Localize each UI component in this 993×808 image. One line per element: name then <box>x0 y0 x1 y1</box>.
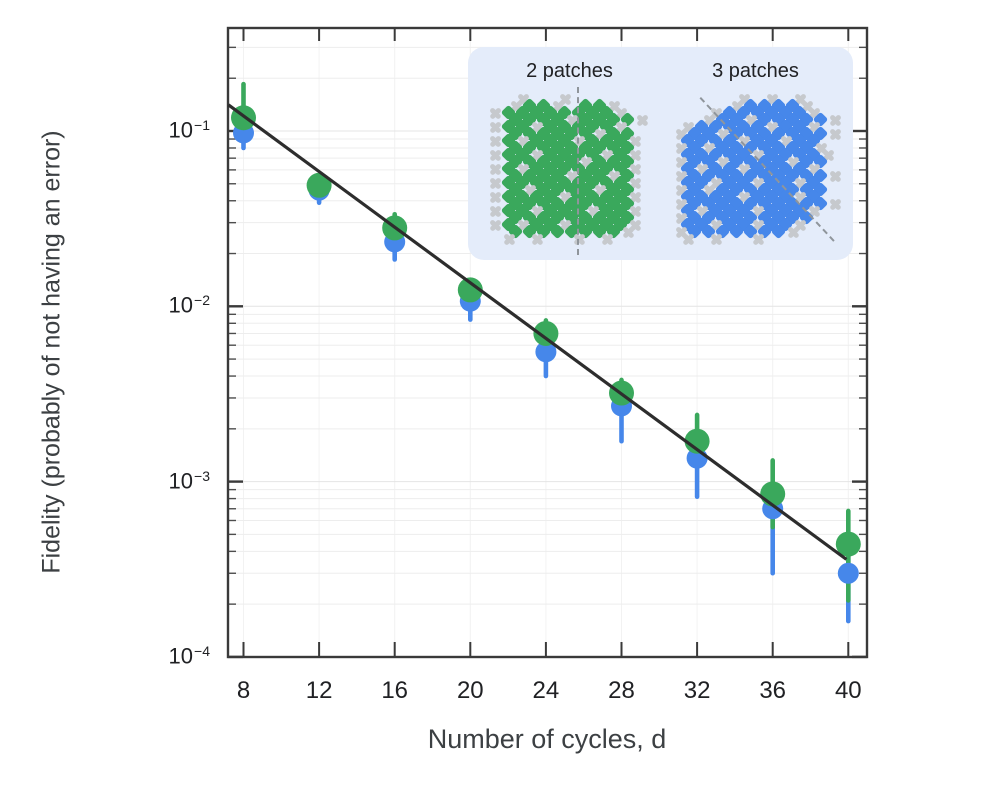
patch-divider-vertical-dashed <box>577 87 579 255</box>
ancilla-cross-icon <box>489 205 502 218</box>
ancilla-cross-icon <box>829 170 842 183</box>
ancilla-cross-icon <box>489 191 502 204</box>
ancilla-cross-icon <box>829 198 842 211</box>
ancilla-cross-icon <box>787 226 800 239</box>
data-point-2-patches <box>684 428 710 454</box>
data-point-2-patches <box>457 277 483 303</box>
inset-2patches-label: 2 patches <box>526 60 613 82</box>
data-point-2-patches <box>760 481 786 507</box>
ancilla-cross-icon <box>489 107 502 120</box>
fit-line <box>227 103 848 561</box>
ancilla-cross-icon <box>489 177 502 190</box>
ancilla-cross-icon <box>531 233 544 246</box>
ancilla-cross-icon <box>489 149 502 162</box>
legend-inset: 2 patches 3 patches <box>468 47 853 260</box>
data-point-3-patches <box>837 562 859 584</box>
ancilla-cross-icon <box>829 114 842 127</box>
ancilla-cross-icon <box>489 219 502 232</box>
ancilla-cross-icon <box>829 128 842 141</box>
ancilla-cross-icon <box>636 114 649 127</box>
ancilla-cross-icon <box>752 233 765 246</box>
ancilla-cross-icon <box>489 135 502 148</box>
ancilla-cross-icon <box>622 226 635 239</box>
ancilla-cross-icon <box>573 233 586 246</box>
patch-diagram-2patches <box>489 93 650 247</box>
ancilla-cross-icon <box>710 233 723 246</box>
ancilla-cross-icon <box>489 163 502 176</box>
ancilla-cross-icon <box>489 121 502 134</box>
x-axis-title: Number of cycles, d <box>427 724 667 754</box>
inset-3patches-label: 3 patches <box>712 60 799 82</box>
y-axis-title: Fidelity (probably of not having an erro… <box>37 130 66 574</box>
ancilla-cross-icon <box>601 233 614 246</box>
data-point-2-patches <box>306 172 332 198</box>
data-point-3-patches <box>535 341 557 363</box>
data-point-2-patches <box>835 531 861 557</box>
ancilla-cross-icon <box>682 233 695 246</box>
ancilla-cross-icon <box>503 233 516 246</box>
data-point-2-patches <box>533 320 559 346</box>
plot-border <box>226 26 869 659</box>
